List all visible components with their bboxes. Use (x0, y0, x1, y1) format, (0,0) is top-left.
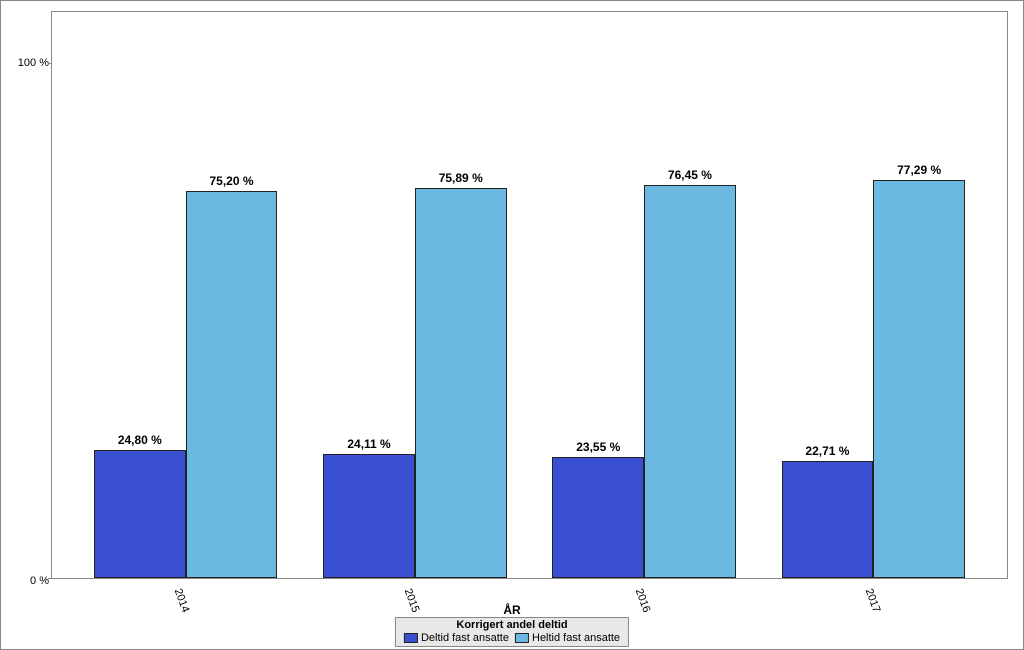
bar-deltid: 24,11 % (323, 454, 415, 578)
x-axis-title: ÅR (503, 603, 520, 617)
legend-item: Deltid fast ansatte (404, 632, 509, 644)
bar-value-label: 75,89 % (416, 171, 506, 189)
bar-value-label: 77,29 % (874, 163, 964, 181)
bar-deltid: 23,55 % (552, 457, 644, 578)
bar-value-label: 23,55 % (553, 440, 643, 458)
legend: Korrigert andel deltid Deltid fast ansat… (395, 617, 629, 647)
bar-value-label: 76,45 % (645, 168, 735, 186)
bar-deltid: 24,80 % (94, 450, 186, 578)
bar-heltid: 76,45 % (644, 185, 736, 578)
legend-swatch (404, 633, 418, 643)
x-tick-label: 2014 (172, 587, 192, 614)
bar-value-label: 22,71 % (783, 444, 873, 462)
bar-heltid: 77,29 % (873, 180, 965, 578)
legend-items: Deltid fast ansatte Heltid fast ansatte (396, 631, 628, 646)
legend-swatch (515, 633, 529, 643)
y-tick-0 (48, 578, 52, 579)
legend-label: Deltid fast ansatte (421, 632, 509, 644)
legend-title: Korrigert andel deltid (396, 618, 628, 631)
bar-value-label: 75,20 % (187, 174, 277, 192)
legend-label: Heltid fast ansatte (532, 632, 620, 644)
y-tick-label-1: 100 % (18, 57, 49, 69)
bar-heltid: 75,89 % (415, 188, 507, 578)
bar-group: 24,80 %75,20 % (90, 12, 281, 578)
legend-item: Heltid fast ansatte (515, 632, 620, 644)
bar-group: 24,11 %75,89 % (319, 12, 510, 578)
bar-group: 23,55 %76,45 % (549, 12, 740, 578)
chart-frame: 0 % 100 % 24,80 %75,20 %24,11 %75,89 %23… (0, 0, 1024, 650)
bar-deltid: 22,71 % (782, 461, 874, 578)
y-tick-label-0: 0 % (30, 575, 49, 587)
bar-group: 22,71 %77,29 % (778, 12, 969, 578)
bar-value-label: 24,80 % (95, 433, 185, 451)
x-tick-label: 2015 (402, 587, 422, 614)
x-tick-label: 2016 (632, 587, 652, 614)
bar-value-label: 24,11 % (324, 437, 414, 455)
bar-heltid: 75,20 % (186, 191, 278, 578)
x-tick-label: 2017 (862, 587, 882, 614)
plot-area: 24,80 %75,20 %24,11 %75,89 %23,55 %76,45… (51, 11, 1008, 579)
bars-container: 24,80 %75,20 %24,11 %75,89 %23,55 %76,45… (52, 12, 1007, 578)
